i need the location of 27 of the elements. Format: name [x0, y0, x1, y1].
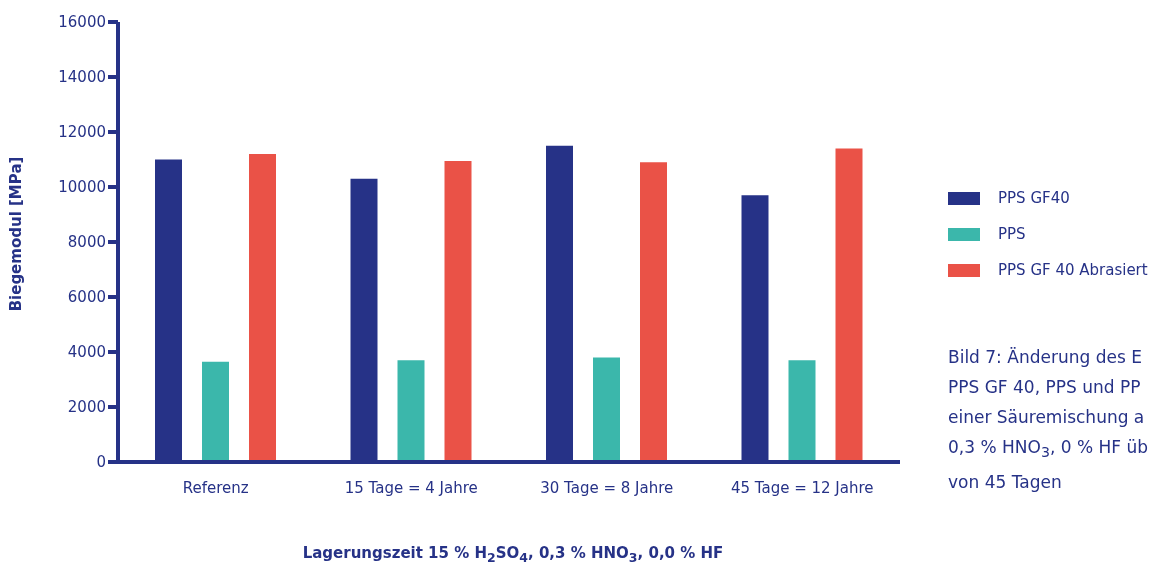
y-tick-label: 16000: [58, 13, 106, 32]
x-axis-title: Lagerungszeit 15 % H$_{2}$SO$_{4}$, 0,3 % HNO$_{3}$, 0,0 % HF: [301, 544, 725, 565]
bar: [397, 360, 425, 462]
text: Bild 7: Änderung des E PPS GF 40, PPS und PP einer Säuremischung a 0,3 % HNO$_{3}$, 0 % HF üb von 45 Tagen: [948, 346, 1149, 495]
bar: [444, 160, 472, 462]
x-tick-label: Referenz: [182, 478, 249, 497]
bar: [202, 361, 229, 462]
legend-label: PPS: [998, 225, 1026, 243]
y-tick-label: 4000: [67, 343, 106, 362]
y-tick-label: 8000: [67, 233, 106, 252]
x-tick-label: 30 Tage = 8 Jahre: [540, 478, 674, 497]
y-tick-label: 10000: [58, 178, 106, 197]
bar: [249, 154, 276, 462]
bar: [640, 162, 667, 462]
legend-label: PPS GF40: [998, 189, 1070, 207]
x-tick-label: 45 Tage = 12 Jahre: [730, 478, 874, 497]
y-tick-label: 6000: [67, 288, 106, 307]
y-tick-label: 12000: [58, 123, 106, 142]
y-axis-title: Biegemodul [MPa]: [7, 156, 25, 312]
y-tick-label: 14000: [58, 68, 106, 87]
x-tick-label: 15 Tage = 4 Jahre: [344, 478, 478, 497]
legend-label: PPS GF 40 Abrasiert: [998, 261, 1148, 279]
bar: [788, 360, 816, 462]
bar: [835, 148, 863, 462]
y-tick-label: 0: [96, 453, 106, 472]
y-tick-label: 2000: [67, 398, 106, 417]
bar: [593, 357, 620, 462]
